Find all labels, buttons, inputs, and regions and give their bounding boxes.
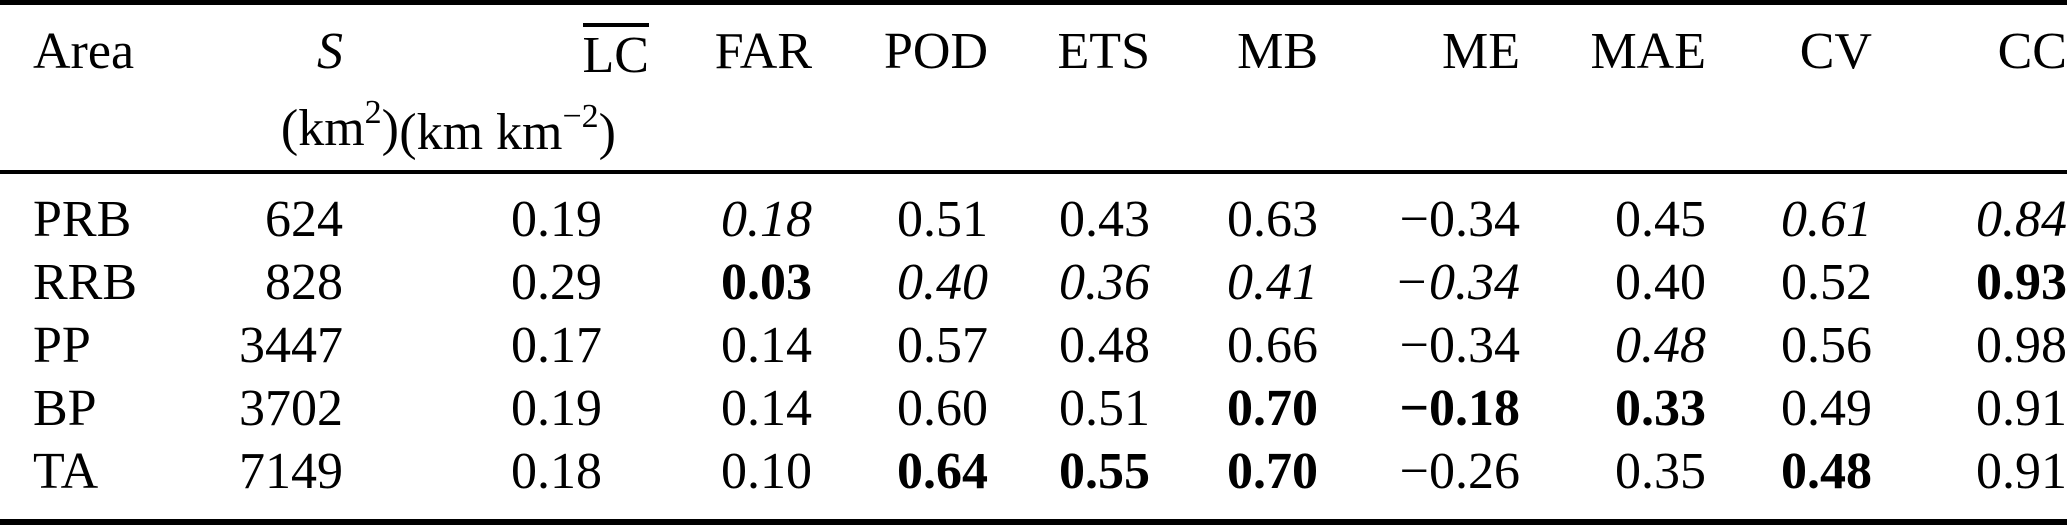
table-cell: 0.70 bbox=[1227, 379, 1318, 437]
table-row-pp: PP 3447 0.17 0.14 0.57 0.48 0.66 −0.34 0… bbox=[0, 314, 2067, 377]
row-label: TA bbox=[33, 442, 99, 500]
table-cell: 0.18 bbox=[511, 442, 602, 500]
table-cell: 0.98 bbox=[1976, 316, 2067, 374]
table-cell: 0.10 bbox=[721, 442, 812, 500]
table-cell: −0.26 bbox=[1399, 442, 1520, 500]
lc-symbol-overlined: LC bbox=[582, 23, 649, 82]
table-cell: 0.60 bbox=[897, 379, 988, 437]
table-cell: −0.34 bbox=[1399, 190, 1520, 248]
table-cell: 0.35 bbox=[1615, 442, 1706, 500]
table-cell: 0.48 bbox=[1059, 316, 1150, 374]
lc-unit: (km km−2) bbox=[343, 98, 616, 162]
s-unit-sup: 2 bbox=[364, 94, 382, 132]
table-row-rrb: RRB 828 0.29 0.03 0.40 0.36 0.41 −0.34 0… bbox=[0, 251, 2067, 314]
row-label: BP bbox=[33, 379, 97, 437]
table-cell: 0.84 bbox=[1976, 190, 2067, 248]
table-cell: 0.45 bbox=[1615, 190, 1706, 248]
table-cell: −0.34 bbox=[1399, 316, 1520, 374]
table-row-ta: TA 7149 0.18 0.10 0.64 0.55 0.70 −0.26 0… bbox=[0, 440, 2067, 522]
table-cell: 0.48 bbox=[1615, 316, 1706, 374]
col-header-mb: MB bbox=[1150, 2, 1318, 174]
col-header-mae: MAE bbox=[1520, 2, 1706, 174]
table-cell: 0.66 bbox=[1227, 316, 1318, 374]
s-symbol: S bbox=[317, 23, 343, 80]
table-body: PRB 624 0.19 0.18 0.51 0.43 0.63 −0.34 0… bbox=[0, 172, 2067, 522]
table-cell: 3702 bbox=[239, 379, 343, 437]
table-cell: 0.17 bbox=[511, 316, 602, 374]
table-cell: 0.43 bbox=[1059, 190, 1150, 248]
table-cell: 0.19 bbox=[511, 379, 602, 437]
table-cell: 7149 bbox=[239, 442, 343, 500]
table-cell: 0.49 bbox=[1781, 379, 1872, 437]
table-cell: −0.34 bbox=[1393, 253, 1520, 311]
row-label: RRB bbox=[33, 253, 138, 311]
lc-unit-post: ) bbox=[598, 104, 616, 162]
lc-unit-sup: −2 bbox=[562, 98, 599, 136]
table-cell: 0.91 bbox=[1976, 379, 2067, 437]
table-cell: 0.29 bbox=[511, 253, 602, 311]
table-cell: 0.03 bbox=[721, 253, 812, 311]
table-cell: 0.93 bbox=[1976, 253, 2067, 311]
col-header-s: S (km2) bbox=[180, 2, 399, 174]
table-cell: 0.61 bbox=[1781, 190, 1872, 248]
lc-unit-pre: (km km bbox=[399, 104, 563, 162]
table-cell: 0.14 bbox=[721, 316, 812, 374]
header-row: Area S (km2) LC (km km−2) FAR POD ETS MB… bbox=[0, 2, 2067, 174]
table-cell: 0.52 bbox=[1781, 253, 1872, 311]
table-cell: 0.36 bbox=[1059, 253, 1150, 311]
col-header-pod: POD bbox=[812, 2, 988, 174]
table-row-prb: PRB 624 0.19 0.18 0.51 0.43 0.63 −0.34 0… bbox=[0, 172, 2067, 251]
table-cell: 0.41 bbox=[1227, 253, 1318, 311]
table-cell: 0.40 bbox=[897, 253, 988, 311]
table-cell: 0.19 bbox=[511, 190, 602, 248]
table-cell: 0.48 bbox=[1781, 442, 1872, 500]
row-label: PRB bbox=[33, 190, 132, 248]
col-header-far: FAR bbox=[602, 2, 812, 174]
col-header-me: ME bbox=[1318, 2, 1520, 174]
table-cell: 3447 bbox=[239, 316, 343, 374]
table-cell: 0.91 bbox=[1976, 442, 2067, 500]
col-header-area: Area bbox=[0, 2, 180, 174]
col-header-lc: LC (km km−2) bbox=[343, 2, 649, 174]
s-unit-pre: (km bbox=[280, 100, 365, 158]
s-unit: (km2) bbox=[180, 94, 399, 158]
table-cell: 0.14 bbox=[721, 379, 812, 437]
table-cell: 0.55 bbox=[1059, 442, 1150, 500]
table-cell: 624 bbox=[265, 190, 343, 248]
table-cell: 0.70 bbox=[1227, 442, 1318, 500]
table-cell: 0.51 bbox=[897, 190, 988, 248]
col-header-ets: ETS bbox=[988, 2, 1150, 174]
col-header-cc: CC bbox=[1872, 2, 2067, 174]
table-cell: 0.57 bbox=[897, 316, 988, 374]
table-row-bp: BP 3702 0.19 0.14 0.60 0.51 0.70 −0.18 0… bbox=[0, 377, 2067, 440]
table-cell: 0.56 bbox=[1781, 316, 1872, 374]
table-cell: 828 bbox=[265, 253, 343, 311]
table-cell: 0.18 bbox=[721, 190, 812, 248]
table-cell: 0.64 bbox=[897, 442, 988, 500]
table-cell: −0.18 bbox=[1399, 379, 1520, 437]
col-header-cv: CV bbox=[1706, 2, 1872, 174]
table-cell: 0.51 bbox=[1059, 379, 1150, 437]
row-label: PP bbox=[33, 316, 91, 374]
table-header: Area S (km2) LC (km km−2) FAR POD ETS MB… bbox=[0, 2, 2067, 174]
table-cell: 0.40 bbox=[1615, 253, 1706, 311]
table-cell: 0.63 bbox=[1227, 190, 1318, 248]
table-cell: 0.33 bbox=[1615, 379, 1706, 437]
s-unit-post: ) bbox=[381, 100, 399, 158]
